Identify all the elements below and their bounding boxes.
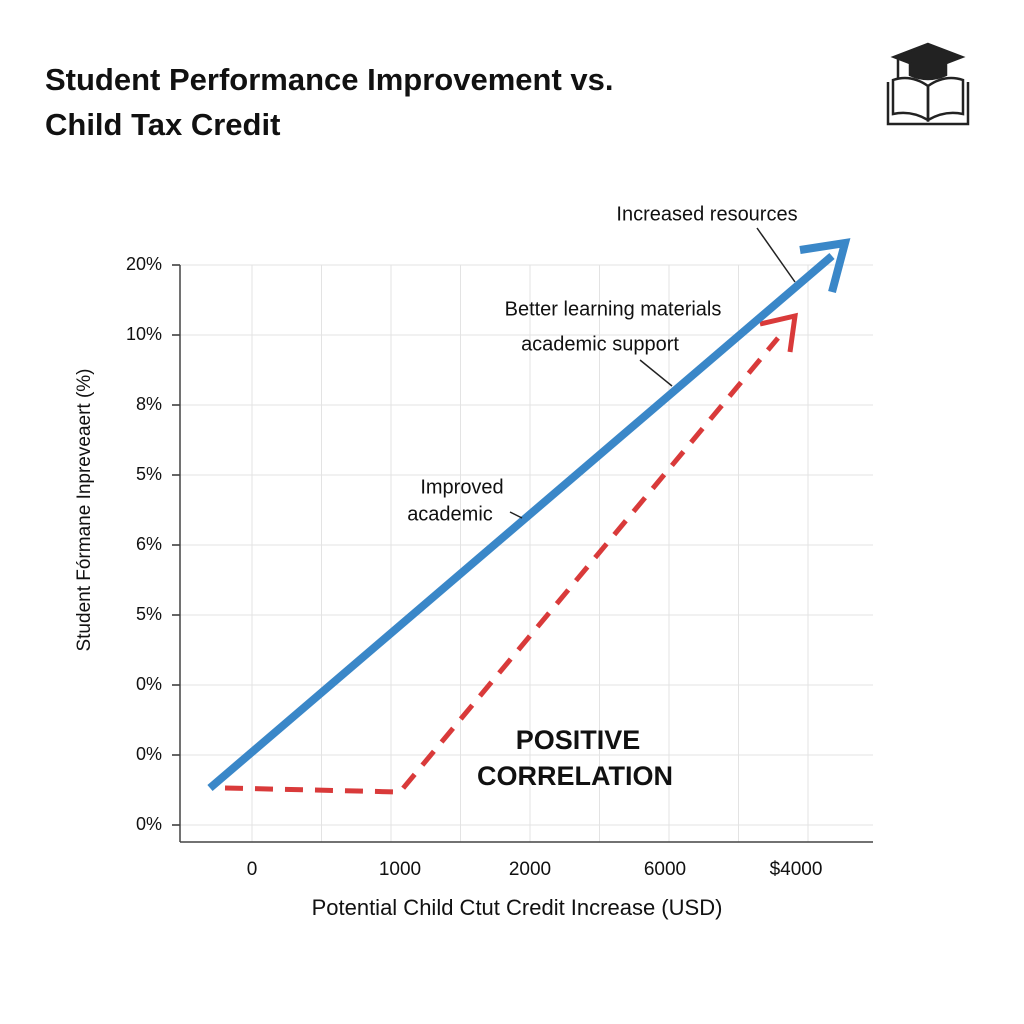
plot-area: 20% 10% 8% 5% 6% 5% 0% 0% 0% 0 1000 2000 6000 $4000 In… [126, 203, 873, 880]
y-tick-label: 0% [136, 744, 162, 764]
x-axis-label: Potential Child Ctut Credit Increase (US… [312, 895, 723, 920]
x-tick-label: 0 [247, 859, 258, 880]
y-tick-label: 8% [136, 394, 162, 414]
x-tick-label: $4000 [770, 859, 823, 880]
y-tick-label: 0% [136, 814, 162, 834]
y-tick-label: 6% [136, 534, 162, 554]
annotation: Improved [420, 476, 503, 498]
annotation: academic [407, 503, 493, 525]
chart-title: Child Tax Credit [45, 107, 280, 142]
y-tick-label: 10% [126, 324, 162, 344]
leader-line [509, 511, 523, 519]
annotation: academic support [521, 333, 679, 355]
annotation: POSITIVE [516, 725, 641, 755]
y-tick-label: 5% [136, 464, 162, 484]
leader-line [756, 227, 796, 283]
leader-line [639, 359, 673, 387]
y-tick-label: 0% [136, 674, 162, 694]
y-axis-label: Student Fórmane Inpreveaert (%) [74, 368, 95, 651]
y-tick-label: 20% [126, 254, 162, 274]
x-tick-label: 1000 [379, 859, 421, 880]
x-tick-label: 2000 [509, 859, 551, 880]
annotation: Better learning materials [505, 298, 722, 320]
annotation: CORRELATION [477, 761, 673, 791]
arrow-head [799, 238, 851, 294]
arrow-head [759, 312, 798, 353]
icon [886, 42, 970, 126]
chart-title: Student Performance Improvement vs. [45, 62, 614, 97]
x-tick-label: 6000 [644, 859, 686, 880]
annotation: Increased resources [616, 203, 797, 225]
y-tick-label: 5% [136, 604, 162, 624]
line-series [207, 252, 835, 792]
